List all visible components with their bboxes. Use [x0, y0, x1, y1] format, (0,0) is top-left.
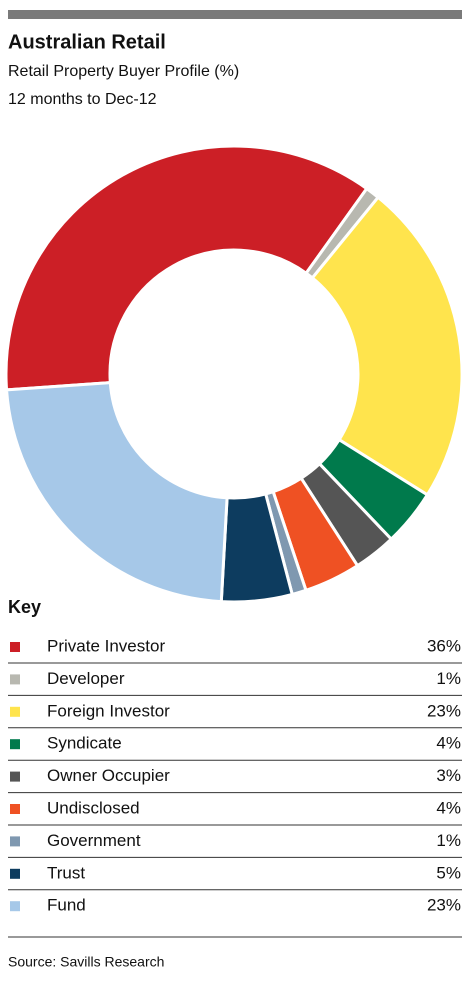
legend-swatch [10, 642, 20, 652]
legend-swatch [10, 868, 20, 879]
legend-label: Government [47, 831, 141, 850]
legend-swatch [10, 739, 20, 750]
legend-swatch [10, 674, 20, 685]
legend-swatch [10, 901, 20, 912]
legend-label: Developer [47, 669, 125, 688]
legend-label: Owner Occupier [47, 766, 170, 785]
pie-slice [310, 195, 464, 497]
legend-value: 23% [427, 701, 461, 720]
legend-value: 5% [436, 863, 461, 882]
legend-swatch [10, 706, 20, 717]
legend-swatch [10, 771, 20, 782]
chart-subtitle: Retail Property Buyer Profile (%) [8, 63, 239, 80]
legend-label: Syndicate [47, 734, 122, 753]
legend-value: 23% [427, 896, 461, 915]
legend-label: Undisclosed [47, 798, 140, 817]
legend-value: 1% [436, 831, 461, 850]
legend-label: Trust [47, 863, 85, 882]
chart-title: Australian Retail [8, 31, 166, 53]
legend-label: Foreign Investor [47, 701, 170, 720]
legend-value: 4% [436, 798, 461, 817]
legend-label: Fund [47, 896, 86, 915]
legend-value: 3% [436, 766, 461, 785]
chart-subtitle: 12 months to Dec-12 [8, 91, 157, 108]
legend-label: Private Investor [47, 636, 165, 655]
legend-swatch [10, 804, 20, 814]
legend-value: 36% [427, 636, 461, 655]
legend-value: 4% [436, 734, 461, 753]
source: Source: Savills Research [8, 954, 164, 970]
pie-slice [4, 144, 369, 392]
header-bar [8, 10, 462, 19]
legend-title: Key [8, 597, 41, 617]
pie-slice [4, 381, 229, 604]
legend-swatch [10, 836, 20, 847]
legend-value: 1% [436, 669, 461, 688]
